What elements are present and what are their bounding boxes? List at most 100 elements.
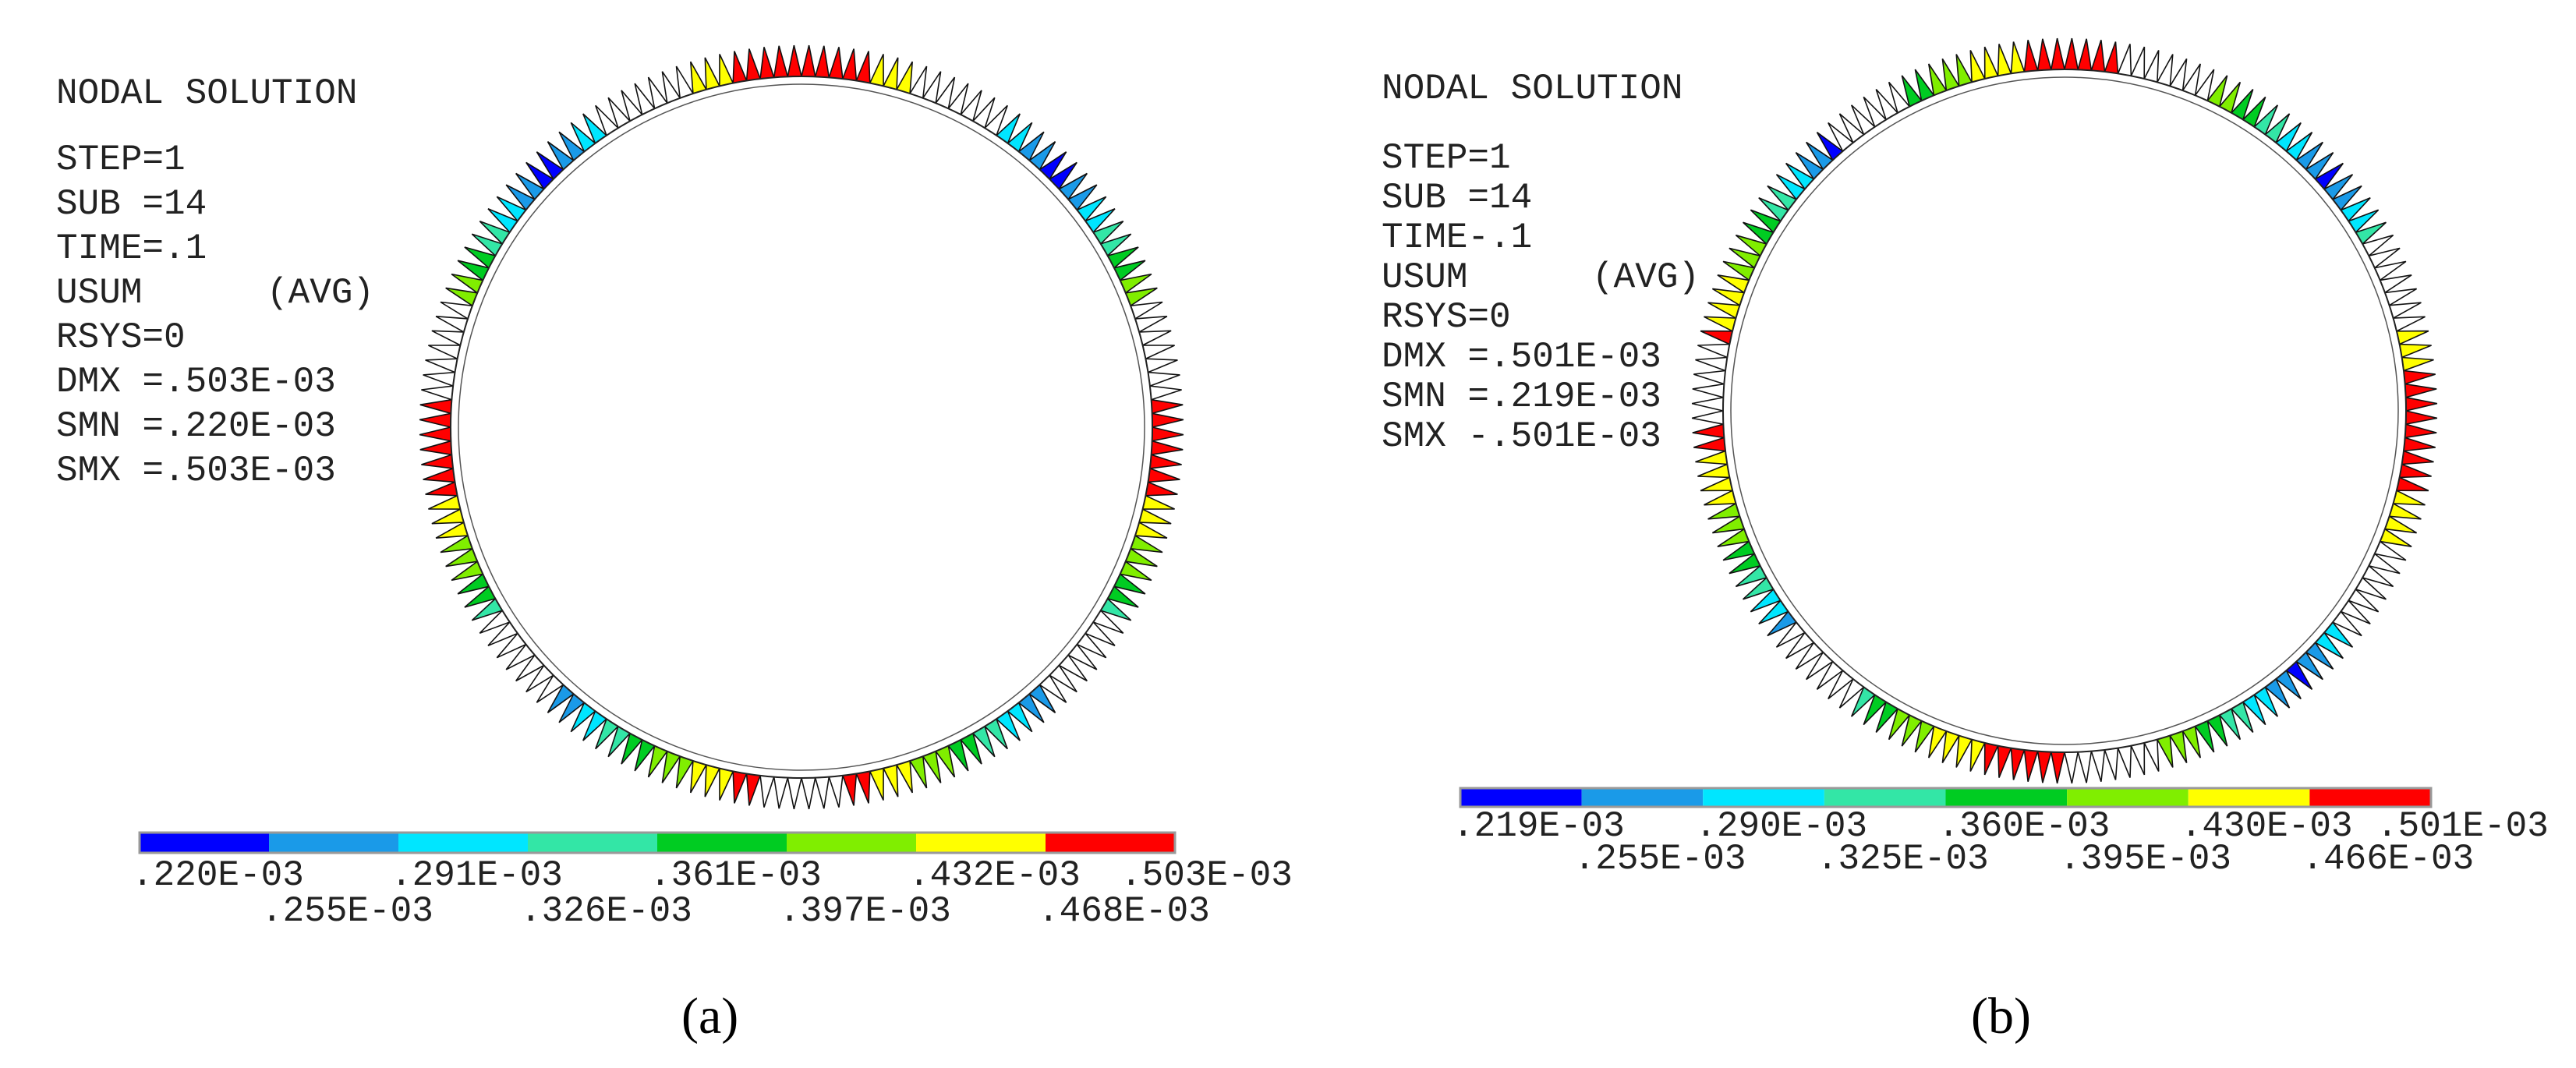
legend-band — [916, 833, 1046, 853]
ring-inner-edge — [1730, 76, 2399, 745]
legend-label: .290E-03 — [1695, 806, 1867, 847]
gear-tooth — [1130, 534, 1163, 553]
legend-label: .395E-03 — [2059, 839, 2231, 879]
gear-tooth — [2388, 302, 2422, 320]
legend-band — [528, 833, 657, 853]
legend-band — [1460, 788, 1582, 807]
gear-tooth — [855, 770, 871, 804]
gear-tooth — [732, 51, 748, 84]
gear-tooth — [800, 44, 816, 78]
gear-tooth — [1149, 454, 1182, 469]
info-line: STEP=1 — [56, 140, 186, 180]
gear-tooth — [2117, 44, 2132, 77]
gear-tooth — [1695, 356, 1729, 372]
gear-tooth — [1145, 481, 1178, 497]
gear-tooth — [814, 776, 830, 809]
legend-band — [657, 833, 787, 853]
gear-tooth — [1691, 396, 1725, 412]
gear-tooth — [2398, 463, 2432, 479]
gear-tooth — [2104, 41, 2119, 75]
gear-tooth — [745, 773, 762, 806]
gear-tooth — [2050, 751, 2066, 784]
ring-inner — [450, 76, 1153, 779]
gear-tooth — [2404, 409, 2438, 426]
gear-tooth — [1983, 46, 1999, 80]
info-line: (AVG) — [1592, 257, 1700, 298]
gear-tooth — [759, 775, 775, 808]
gear-tooth — [800, 776, 816, 810]
gear-tooth — [419, 412, 452, 429]
ring-inner-edge — [458, 83, 1145, 771]
gear-tooth — [2130, 741, 2146, 776]
gear-tooth — [1141, 494, 1175, 510]
gear-tooth — [431, 330, 465, 347]
ring-inner — [1722, 69, 2407, 753]
gear-tooth — [773, 45, 789, 79]
gear-tooth — [1695, 450, 1729, 465]
gear-tooth — [2404, 383, 2437, 398]
gear-tooth — [421, 385, 454, 401]
gear-tooth — [2130, 46, 2146, 80]
gear-tooth — [435, 316, 469, 334]
gear-tooth — [719, 767, 734, 801]
gear-tooth — [1997, 44, 2012, 77]
gear-tooth — [1130, 301, 1163, 320]
legend-band — [1581, 788, 1704, 807]
legend-band — [1703, 788, 1824, 807]
legend-label: .501E-03 — [2376, 806, 2549, 847]
gear-tooth — [440, 534, 473, 553]
gear-tooth — [1141, 345, 1175, 360]
gear-tooth — [2104, 747, 2119, 780]
gear-tooth — [1697, 463, 1731, 479]
info-line: RSYS=0 — [1382, 297, 1511, 338]
legend-band — [1824, 788, 1946, 807]
gear-tooth — [2077, 38, 2093, 72]
legend-band — [1046, 833, 1175, 853]
info-line: NODAL SOLUTION — [56, 73, 357, 114]
gear-tooth — [2063, 751, 2079, 784]
gear-tooth — [732, 770, 748, 804]
gear-tooth — [423, 467, 456, 483]
gear-tooth — [2023, 40, 2039, 72]
info-line: STEP=1 — [1382, 138, 1511, 179]
gear-tooth — [2117, 744, 2132, 778]
gear-tooth — [2392, 490, 2426, 506]
legend-label: .466E-03 — [2302, 839, 2474, 879]
info-line: TIME=.1 — [56, 228, 207, 269]
legend-band — [787, 833, 916, 853]
legend-band — [2067, 788, 2189, 807]
gear-tooth — [428, 345, 462, 360]
gear-tooth — [2401, 356, 2434, 372]
gear-tooth — [2090, 749, 2106, 782]
legend-label: .503E-03 — [1120, 855, 1293, 896]
gear-tooth — [675, 65, 695, 99]
gear-tooth — [440, 301, 473, 320]
legend-label: .432E-03 — [908, 855, 1081, 896]
gear-tooth — [787, 776, 803, 810]
info-line: DMX =.503E-03 — [56, 362, 336, 402]
legend-band — [398, 833, 528, 853]
legend-frame — [1459, 787, 2433, 808]
gear-tooth — [690, 759, 708, 794]
gear-tooth — [2063, 37, 2079, 71]
gear-tooth — [2388, 502, 2422, 520]
gear-tooth — [828, 775, 844, 808]
gear-tooth — [1692, 383, 1725, 398]
gear-tooth — [2404, 396, 2438, 412]
gear-tooth — [787, 44, 803, 78]
info-line: SMN =.219E-03 — [1382, 377, 1661, 417]
info-line: SUB =14 — [56, 184, 207, 225]
gear-tooth — [2143, 50, 2160, 83]
gear-tooth — [908, 65, 928, 99]
gear-tooth — [675, 755, 695, 789]
gear-tooth — [1691, 409, 1725, 426]
gear-tooth — [1697, 343, 1731, 359]
gear-tooth — [882, 57, 899, 90]
legend-label: .430E-03 — [2181, 806, 2353, 847]
gear-tooth — [2010, 747, 2026, 780]
gear-tooth — [2403, 370, 2436, 385]
gear-tooth — [428, 494, 462, 510]
gear-tooth — [2395, 476, 2429, 492]
gear-tooth — [719, 54, 734, 87]
legend-label: .291E-03 — [391, 855, 563, 896]
